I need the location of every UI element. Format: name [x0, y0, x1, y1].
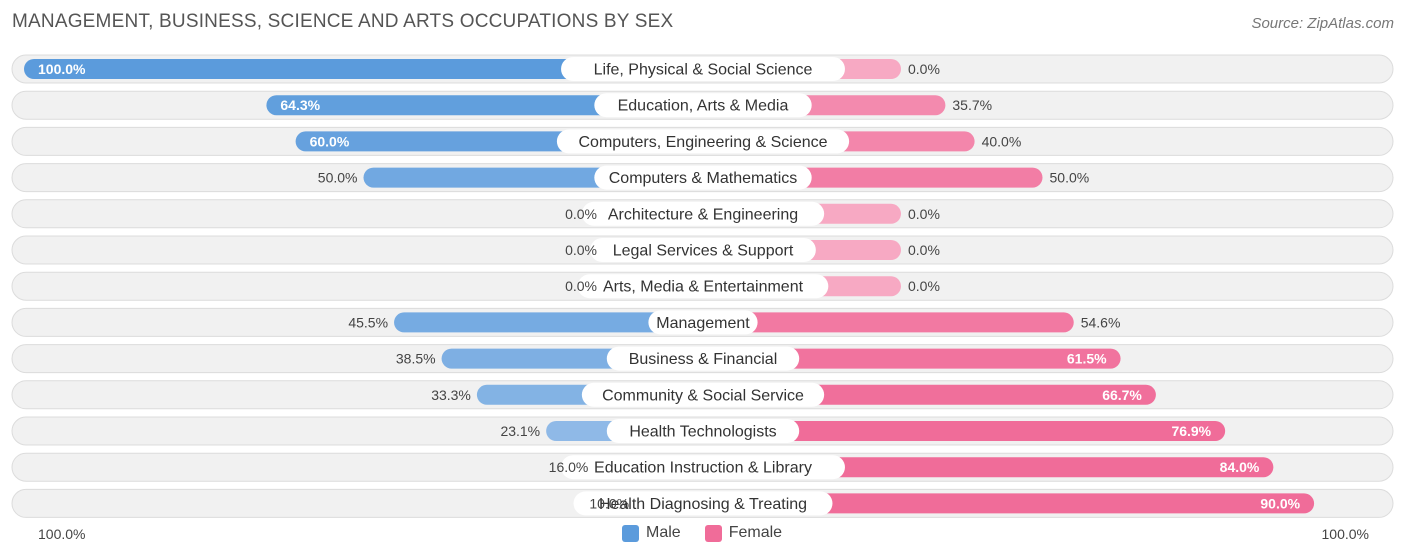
- category-pill: [581, 382, 825, 407]
- axis-left-label: 100.0%: [38, 526, 86, 542]
- female-value-label: 0.0%: [908, 61, 940, 77]
- male-value-label: 0.0%: [565, 242, 597, 258]
- male-value-label: 0.0%: [565, 206, 597, 222]
- category-pill: [594, 165, 812, 190]
- female-swatch: [704, 524, 722, 542]
- female-value-label: 66.7%: [1102, 387, 1142, 403]
- female-value-label: 0.0%: [908, 206, 940, 222]
- category-label: Business & Financial: [629, 351, 778, 368]
- category-label: Architecture & Engineering: [608, 206, 798, 223]
- female-value-label: 35.7%: [952, 97, 992, 113]
- legend-female-label: Female: [728, 524, 783, 541]
- category-label: Computers & Mathematics: [609, 170, 798, 187]
- female-value-label: 50.0%: [1050, 170, 1090, 186]
- male-value-label: 33.3%: [431, 387, 471, 403]
- male-bar: [394, 312, 703, 333]
- category-label: Education, Arts & Media: [618, 98, 789, 115]
- female-value-label: 0.0%: [908, 242, 940, 258]
- category-label: Health Diagnosing & Treating: [599, 496, 807, 513]
- category-label: Life, Physical & Social Science: [594, 62, 813, 79]
- male-value-label: 0.0%: [565, 278, 597, 294]
- legend-item-male[interactable]: Male: [622, 524, 681, 542]
- male-bar: [24, 59, 703, 79]
- legend-item-female[interactable]: Female: [704, 524, 783, 542]
- male-value-label: 38.5%: [396, 351, 436, 367]
- category-pill: [594, 93, 812, 118]
- category-pill: [577, 274, 829, 299]
- category-pill: [573, 491, 833, 516]
- category-label: Management: [656, 315, 750, 332]
- axis-right-label: 100.0%: [1321, 526, 1369, 542]
- female-value-label: 61.5%: [1067, 351, 1107, 367]
- female-value-label: 54.6%: [1081, 314, 1121, 330]
- category-pill: [581, 201, 825, 226]
- female-bar: [703, 348, 1121, 369]
- category-pill: [556, 129, 850, 154]
- source-label: Source: ZipAtlas.com: [1251, 15, 1394, 32]
- female-bar: [703, 312, 1074, 333]
- category-pill: [648, 310, 758, 335]
- male-value-label: 64.3%: [280, 97, 320, 113]
- chart-title: MANAGEMENT, BUSINESS, SCIENCE AND ARTS O…: [12, 11, 674, 32]
- category-pill: [606, 346, 800, 371]
- female-value-label: 40.0%: [982, 133, 1022, 149]
- male-value-label: 45.5%: [348, 314, 388, 330]
- male-value-label: 60.0%: [310, 133, 350, 149]
- male-value-label: 16.0%: [549, 459, 589, 475]
- female-bar: [703, 457, 1274, 478]
- male-value-label: 23.1%: [500, 423, 540, 439]
- female-value-label: 84.0%: [1220, 459, 1260, 475]
- bar-chart: Life, Physical & Social Science 100.0% 0.0…: [11, 54, 1394, 518]
- category-pill: [561, 455, 845, 480]
- category-label: Arts, Media & Entertainment: [603, 279, 804, 296]
- female-bar: [703, 421, 1226, 441]
- female-value-label: 0.0%: [908, 278, 940, 294]
- category-label: Health Technologists: [629, 424, 776, 441]
- legend: Male Female: [622, 524, 806, 542]
- female-value-label: 90.0%: [1260, 495, 1300, 511]
- category-label: Community & Social Service: [602, 387, 804, 404]
- category-label: Legal Services & Support: [613, 243, 794, 260]
- category-label: Education Instruction & Library: [594, 460, 812, 477]
- male-value-label: 10.0%: [589, 495, 629, 511]
- category-pill: [590, 238, 816, 262]
- male-swatch: [622, 524, 639, 542]
- category-label: Computers, Engineering & Science: [578, 134, 827, 151]
- category-pill: [561, 57, 845, 81]
- male-value-label: 50.0%: [318, 170, 358, 186]
- male-bar: [266, 95, 703, 116]
- male-value-label: 100.0%: [38, 61, 86, 77]
- legend-male-label: Male: [646, 524, 681, 541]
- female-bar: [703, 493, 1315, 514]
- category-pill: [606, 419, 800, 443]
- female-value-label: 76.9%: [1171, 423, 1211, 439]
